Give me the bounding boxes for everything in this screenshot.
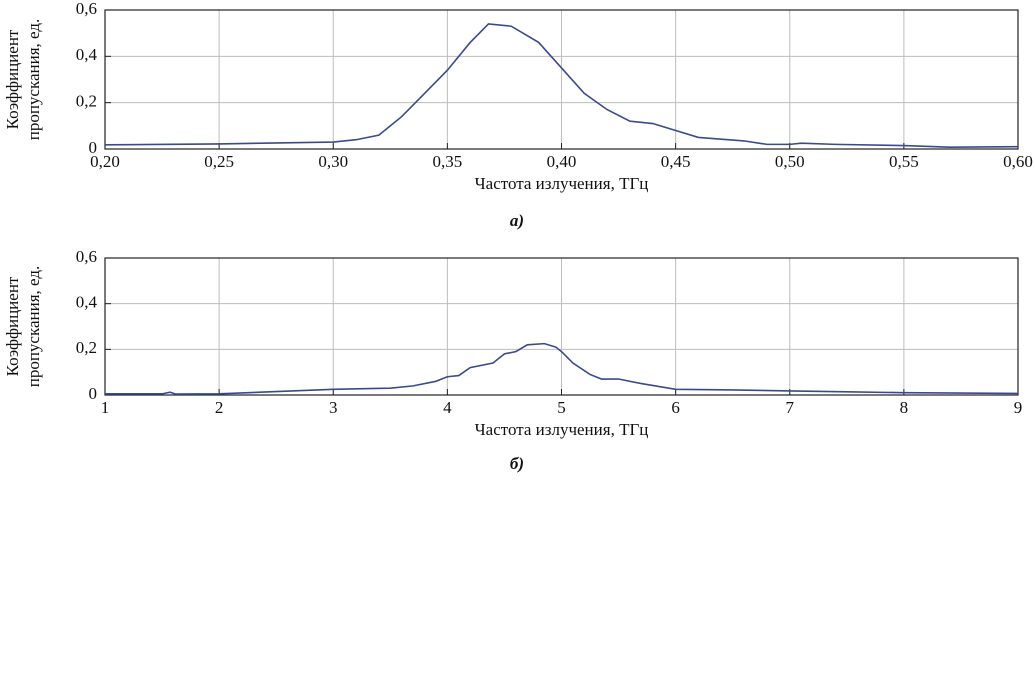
x-tick-label: 6 xyxy=(671,398,680,417)
x-tick-label: 0,60 xyxy=(1003,152,1033,171)
x-tick-label: 0,20 xyxy=(90,152,120,171)
x-tick-label: 0,35 xyxy=(433,152,463,171)
x-tick-label: 3 xyxy=(329,398,338,417)
x-tick-label: 8 xyxy=(900,398,909,417)
x-tick-label: 0,25 xyxy=(204,152,234,171)
y-tick-label: 0,6 xyxy=(76,0,97,18)
x-axis-label: Частота излучения, ТГц xyxy=(475,174,649,193)
x-tick-label: 7 xyxy=(786,398,795,417)
plot-frame xyxy=(104,257,1019,396)
data-line xyxy=(105,342,1019,395)
plot-frame xyxy=(104,9,1019,150)
x-tick-label: 0,50 xyxy=(775,152,805,171)
x-tick-label: 2 xyxy=(215,398,224,417)
x-tick-label: 9 xyxy=(1014,398,1023,417)
y-tick-label: 0 xyxy=(89,138,98,157)
y-axis-label: пропускания, ед. xyxy=(24,19,43,141)
x-tick-label: 4 xyxy=(443,398,452,417)
y-axis-label: Коэффициент xyxy=(3,276,22,376)
y-tick-label: 0,6 xyxy=(76,247,97,266)
y-axis-label: Коэффициент xyxy=(3,29,22,129)
y-tick-label: 0 xyxy=(89,384,98,403)
x-tick-label: 0,40 xyxy=(547,152,577,171)
x-tick-label: 0,55 xyxy=(889,152,919,171)
x-tick-label: 0,30 xyxy=(318,152,348,171)
y-tick-label: 0,4 xyxy=(76,293,98,312)
y-tick-label: 0,2 xyxy=(76,92,97,111)
x-tick-label: 5 xyxy=(557,398,566,417)
y-tick-label: 0,4 xyxy=(76,45,98,64)
panel-label: а) xyxy=(510,211,524,230)
panel-label: б) xyxy=(510,454,524,473)
x-tick-label: 0,45 xyxy=(661,152,691,171)
data-line xyxy=(104,23,1019,148)
x-axis-label: Частота излучения, ТГц xyxy=(475,420,649,439)
y-tick-label: 0,2 xyxy=(76,338,97,357)
x-tick-label: 1 xyxy=(101,398,110,417)
y-axis-label: пропускания, ед. xyxy=(24,266,43,388)
